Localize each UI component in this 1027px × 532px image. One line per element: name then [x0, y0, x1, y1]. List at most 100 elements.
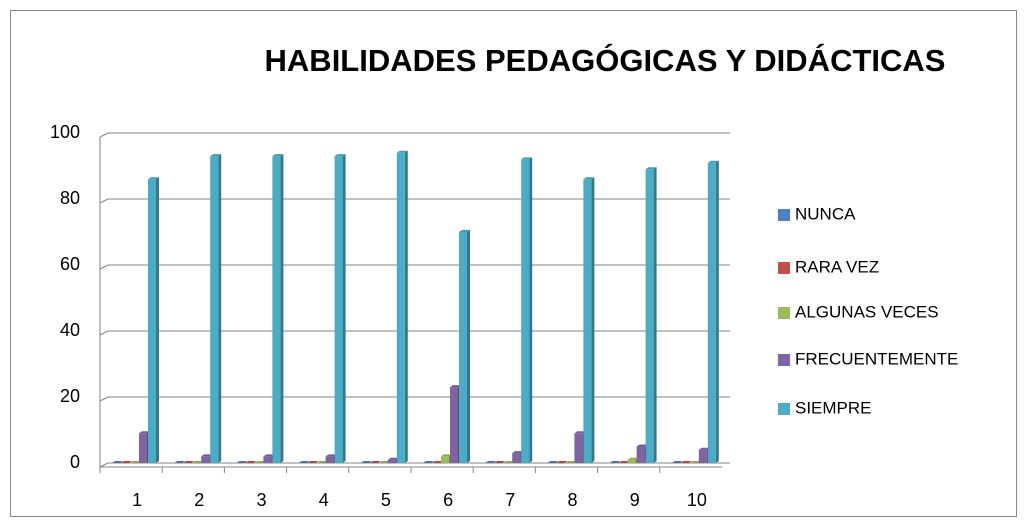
y-tick-label: 20 — [60, 386, 80, 406]
bar-top — [139, 431, 150, 434]
bar-top — [521, 157, 533, 160]
bar — [139, 433, 147, 463]
bar-top — [298, 461, 310, 463]
legend-label: FRECUENTEMENTE — [795, 349, 958, 368]
bar-top — [565, 461, 577, 463]
bar-top — [441, 454, 452, 457]
bar — [636, 446, 645, 463]
bar — [201, 456, 210, 463]
bar-top — [618, 461, 630, 463]
bar — [334, 156, 343, 463]
bar-top — [378, 461, 390, 463]
grid-line-depth — [99, 264, 109, 270]
bar-top — [369, 461, 381, 463]
bar-top — [423, 461, 434, 463]
bar-top — [272, 154, 284, 157]
x-tick-label: 4 — [319, 490, 329, 510]
legend-label: RARA VEZ — [795, 257, 879, 276]
legend-label: SIEMPRE — [795, 398, 872, 417]
bar — [645, 169, 654, 464]
bar-top — [316, 461, 328, 463]
bar-top — [307, 461, 319, 463]
bar — [521, 159, 530, 463]
bar-top — [609, 461, 621, 463]
bar-side — [404, 150, 408, 464]
x-tick-label: 6 — [443, 490, 453, 510]
bar-top — [396, 150, 408, 153]
bar-top — [360, 461, 372, 463]
bar — [627, 459, 636, 463]
legend-label: ALGUNAS VECES — [795, 302, 939, 321]
bar — [698, 449, 707, 463]
bar — [459, 232, 467, 463]
x-tick-label: 9 — [630, 490, 640, 510]
bar — [512, 453, 521, 463]
bar-top — [689, 461, 701, 463]
bar — [396, 152, 405, 464]
bar-top — [707, 160, 719, 163]
grid-line-depth — [99, 132, 109, 138]
y-tick-label: 0 — [70, 452, 80, 472]
bar — [325, 456, 334, 463]
bar-top — [547, 461, 559, 463]
bar-top — [574, 431, 586, 434]
bar — [210, 156, 219, 463]
bar-top — [183, 461, 195, 463]
bar — [574, 433, 583, 463]
bar — [148, 179, 156, 463]
chart-title: HABILIDADES PEDAGÓGICAS Y DIDÁCTICAS — [265, 42, 946, 78]
bar-top — [459, 230, 470, 232]
bar-top — [671, 461, 683, 463]
x-tick-label: 7 — [505, 490, 515, 510]
x-tick-label: 1 — [132, 490, 142, 510]
y-tick-label: 100 — [50, 122, 80, 142]
bar-top — [636, 444, 648, 447]
bar-side — [218, 154, 222, 463]
bar-side — [591, 177, 595, 463]
legend-swatch — [778, 262, 790, 274]
bar-top — [334, 154, 346, 157]
bar-top — [512, 451, 524, 454]
bar-top — [556, 461, 568, 463]
bar-top — [192, 461, 204, 463]
legend-label: NUNCA — [795, 204, 856, 223]
grid-line-depth — [99, 396, 109, 402]
bar — [707, 162, 716, 463]
y-tick-label: 40 — [60, 320, 80, 340]
bar-top — [112, 461, 123, 463]
grid-line-depth — [99, 330, 109, 336]
bar-top — [698, 447, 710, 450]
chart-border — [10, 10, 1017, 517]
bar-side — [715, 160, 719, 463]
legend-swatch — [778, 209, 790, 221]
bar-top — [583, 177, 595, 180]
bar-side — [467, 230, 470, 463]
bar-top — [450, 385, 461, 388]
y-tick-label: 60 — [60, 254, 80, 274]
bar-top — [245, 461, 257, 463]
bar-top — [263, 454, 275, 457]
bar — [583, 179, 592, 463]
bar — [263, 456, 272, 463]
bar-side — [653, 167, 657, 464]
bar-top — [254, 461, 266, 463]
bar — [441, 456, 449, 463]
bar-top — [432, 461, 443, 463]
bar-top — [236, 461, 248, 463]
bar-side — [156, 177, 159, 463]
bar-top — [201, 454, 213, 457]
y-tick-label: 80 — [60, 188, 80, 208]
x-tick-label: 3 — [256, 490, 266, 510]
legend-swatch — [778, 403, 790, 415]
x-tick-label: 8 — [567, 490, 577, 510]
x-tick-label: 10 — [687, 490, 707, 510]
bar-top — [130, 461, 141, 463]
bar-top — [645, 167, 657, 170]
bar — [272, 156, 281, 463]
bar-top — [627, 457, 639, 460]
bar-top — [174, 461, 186, 463]
bar-top — [387, 457, 399, 460]
legend-swatch — [778, 307, 790, 319]
x-tick-label: 5 — [381, 490, 391, 510]
bar-top — [210, 154, 222, 157]
